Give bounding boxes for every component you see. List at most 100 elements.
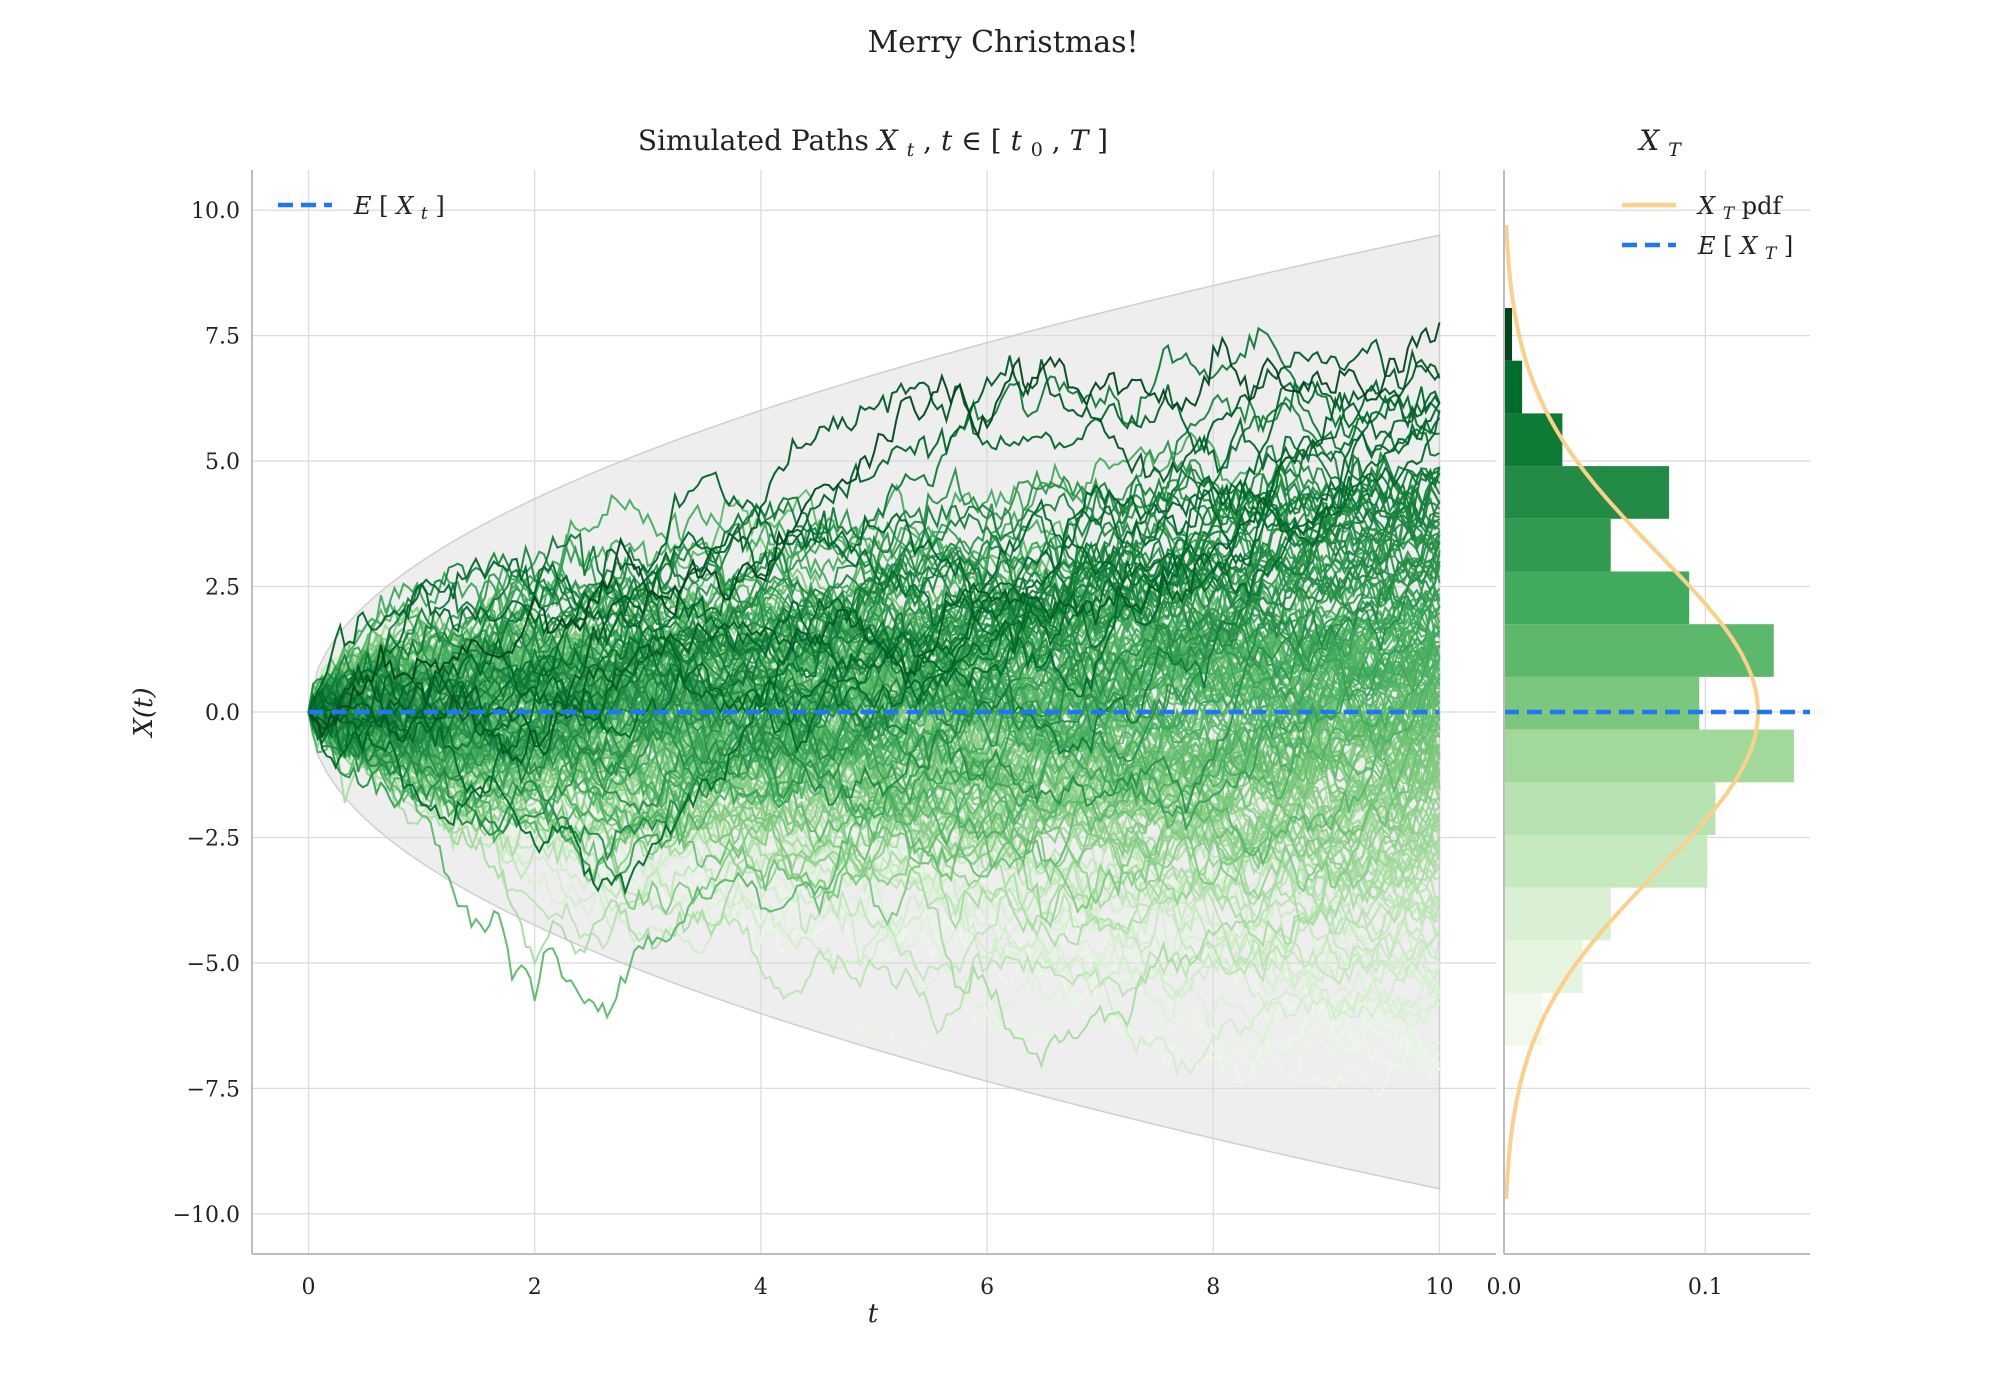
- simulated-path: [307, 606, 1440, 938]
- hist-bar: [1504, 887, 1611, 941]
- simulated-path: [308, 700, 1441, 916]
- terminal-distribution-panel: X T 0.0 0.1 X T pdf E [ X T ]: [1487, 124, 1810, 1300]
- simulated-path: [308, 631, 1441, 810]
- simulated-path: [308, 417, 1441, 896]
- simulated-path: [307, 672, 1441, 867]
- legend-pdf-word: pdf: [1742, 192, 1784, 220]
- simulated-path: [307, 393, 1440, 759]
- legend-hist-mean-open: [: [1723, 232, 1732, 260]
- x-tick-label: 2: [528, 1275, 542, 1300]
- simulated-path: [307, 687, 1441, 1035]
- simulated-path: [307, 402, 1441, 713]
- hist-legend: X T pdf E [ X T ]: [1622, 192, 1793, 265]
- hist-bar: [1504, 624, 1774, 677]
- paths-legend: E [ X t ]: [278, 192, 445, 225]
- paths-y-label: X(t): [129, 687, 159, 738]
- x-tick-label: 4: [754, 1275, 768, 1300]
- y-tick-label: 10.0: [191, 199, 240, 224]
- hist-bar: [1504, 518, 1611, 572]
- paths-title-math-T: T: [1070, 124, 1091, 157]
- legend-hist-mean-x: X: [1738, 232, 1758, 260]
- simulated-path: [308, 444, 1441, 742]
- simulated-path: [307, 384, 1441, 732]
- legend-pdf-label: X T pdf: [1696, 192, 1783, 225]
- hist-bar: [1504, 834, 1708, 888]
- paths-title: Simulated Paths X t , t ∈ [ t 0 , T ]: [638, 124, 1108, 163]
- paths-title-math-sub-0: 0: [1031, 139, 1043, 161]
- hist-bar: [1504, 571, 1690, 625]
- legend-mean-x: X: [394, 192, 414, 220]
- y-tick-label: −5.0: [187, 952, 240, 977]
- paths-title-text: Simulated Paths: [638, 124, 878, 157]
- y-tick-label: −2.5: [187, 826, 240, 851]
- paths-title-math-t0: t: [1011, 124, 1023, 157]
- simulated-path: [307, 469, 1441, 786]
- simulated-path: [307, 326, 1440, 718]
- hist-title-x: X: [1637, 124, 1660, 157]
- paths-title-math-in: ∈ [: [961, 124, 1002, 157]
- simulated-path: [307, 378, 1441, 771]
- hist-bar: [1504, 360, 1523, 414]
- hist-title: X T: [1637, 124, 1682, 161]
- simulated-path: [307, 394, 1441, 827]
- paths-title-math-comma: ,: [923, 124, 941, 157]
- x-tick-label: 6: [980, 1275, 994, 1300]
- paths-y-ticks: 10.0 7.5 5.0 2.5 0.0 −2.5 −5.0 −7.5 −10.0: [173, 199, 240, 1228]
- figure-suptitle: Merry Christmas!: [867, 25, 1138, 60]
- legend-mean-e: E: [353, 192, 372, 220]
- hist-x-tick-label: 0.1: [1688, 1275, 1723, 1300]
- simulated-path: [307, 449, 1441, 718]
- simulated-paths: [307, 322, 1441, 1097]
- simulated-path: [307, 589, 1441, 884]
- simulated-path: [307, 612, 1440, 779]
- x-tick-label: 8: [1206, 1275, 1220, 1300]
- legend-mean-close: ]: [435, 192, 444, 220]
- hist-bar: [1504, 782, 1716, 835]
- simulated-path: [307, 531, 1440, 778]
- y-tick-label: −10.0: [173, 1203, 240, 1228]
- y-tick-label: 7.5: [205, 325, 240, 350]
- simulated-path: [307, 486, 1441, 739]
- simulated-path: [307, 322, 1441, 738]
- simulated-path: [308, 499, 1440, 773]
- hist-x-tick-label: 0.0: [1487, 1275, 1522, 1300]
- paths-title-math-t: t: [941, 124, 953, 157]
- y-tick-label: 5.0: [205, 450, 240, 475]
- hist-title-sub-T: T: [1668, 139, 1682, 161]
- paths-title-math-x: X: [876, 124, 899, 157]
- paths-title-math-sub-t: t: [907, 139, 915, 161]
- x-tick-label: 0: [302, 1275, 316, 1300]
- y-tick-label: −7.5: [187, 1077, 240, 1102]
- legend-mean-label: E [ X t ]: [353, 192, 445, 225]
- simulated-path: [307, 484, 1440, 758]
- paths-x-label: t: [868, 1299, 879, 1329]
- legend-hist-mean-sub-T: T: [1765, 244, 1778, 264]
- hist-bar: [1504, 308, 1513, 361]
- legend-hist-mean-e: E: [1697, 232, 1716, 260]
- paths-title-math-sep: ,: [1052, 124, 1070, 157]
- legend-mean-sub-t: t: [421, 204, 428, 224]
- legend-mean-open: [: [379, 192, 388, 220]
- y-tick-label: 0.0: [205, 701, 240, 726]
- hist-bar: [1504, 729, 1794, 783]
- paths-title-math-close: ]: [1097, 124, 1108, 157]
- hist-x-ticks: 0.0 0.1: [1487, 1275, 1723, 1300]
- paths-spines: [251, 170, 1496, 1255]
- simulated-path: [307, 347, 1441, 748]
- paths-x-ticks: 0 2 4 6 8 10: [302, 1275, 1454, 1300]
- legend-pdf-sub-T: T: [1723, 204, 1736, 224]
- paths-panel: Simulated Paths X t , t ∈ [ t 0 , T ] 0 2…: [129, 124, 1496, 1329]
- legend-hist-mean-close: ]: [1784, 232, 1793, 260]
- simulated-path: [307, 338, 1441, 766]
- hist-spines: [1503, 170, 1810, 1255]
- hist-bar: [1504, 676, 1700, 730]
- simulated-path: [307, 530, 1441, 836]
- x-tick-label: 10: [1425, 1275, 1453, 1300]
- hist-bars: [1504, 308, 1794, 1046]
- hist-bar: [1504, 940, 1583, 994]
- y-tick-label: 2.5: [205, 576, 240, 601]
- simulated-path: [307, 410, 1441, 739]
- legend-pdf-x: X: [1696, 192, 1716, 220]
- legend-hist-mean-label: E [ X T ]: [1697, 232, 1793, 265]
